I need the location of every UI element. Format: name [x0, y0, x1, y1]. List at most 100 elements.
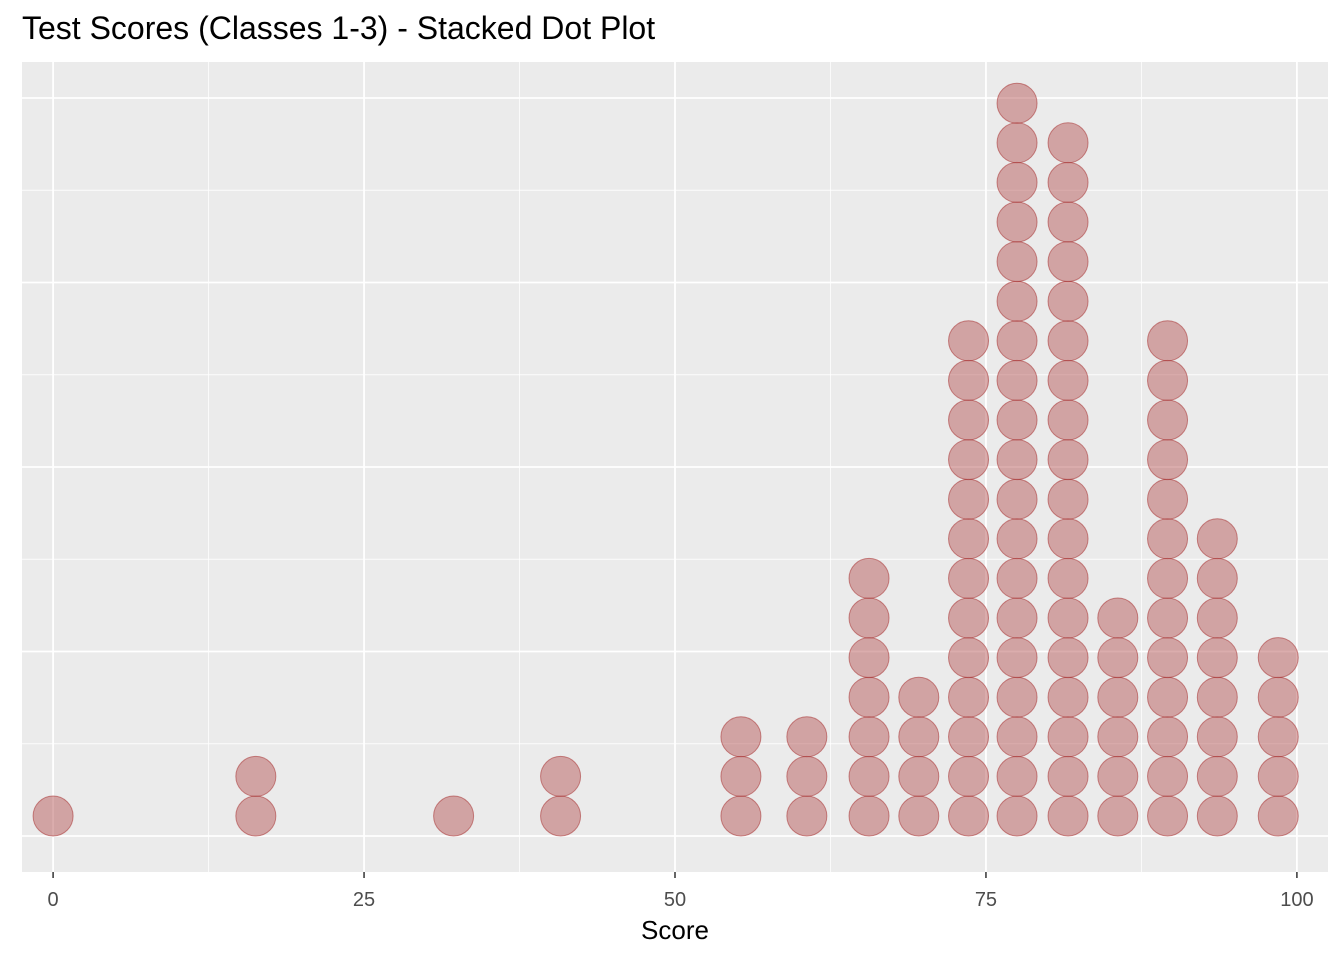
dot — [786, 795, 828, 837]
dot — [1047, 755, 1089, 797]
dot — [1147, 320, 1189, 362]
dot — [1147, 676, 1189, 718]
dot — [1196, 716, 1238, 758]
dot — [1047, 795, 1089, 837]
x-tick-label: 25 — [353, 889, 375, 911]
dot — [786, 716, 828, 758]
dot — [720, 716, 762, 758]
dot — [848, 637, 890, 679]
dot — [786, 755, 828, 797]
dot — [1047, 241, 1089, 283]
dot — [1147, 478, 1189, 520]
x-tick-label: 50 — [664, 889, 686, 911]
dot — [1257, 795, 1299, 837]
dot — [433, 795, 475, 837]
dot — [996, 716, 1038, 758]
dot — [948, 399, 990, 441]
dot-stacks — [32, 82, 1299, 837]
dot — [1147, 755, 1189, 797]
dot — [948, 518, 990, 560]
dot — [1047, 122, 1089, 164]
dot — [1047, 597, 1089, 639]
dot — [1047, 518, 1089, 560]
dot — [948, 557, 990, 599]
dot — [996, 478, 1038, 520]
dot — [1047, 557, 1089, 599]
dot — [996, 439, 1038, 481]
dot — [1196, 755, 1238, 797]
dot — [1196, 795, 1238, 837]
dot — [1147, 399, 1189, 441]
dot — [32, 795, 74, 837]
dot — [948, 439, 990, 481]
dot — [996, 201, 1038, 243]
x-axis-title: Score — [641, 915, 709, 945]
dot — [1047, 201, 1089, 243]
dot — [848, 755, 890, 797]
dot — [1147, 518, 1189, 560]
dot — [996, 359, 1038, 401]
x-tick-label: 0 — [48, 889, 59, 911]
x-tick-label: 100 — [1280, 889, 1313, 911]
dot — [1147, 597, 1189, 639]
dot — [848, 597, 890, 639]
dot — [996, 82, 1038, 124]
dot — [1196, 676, 1238, 718]
dot — [1147, 795, 1189, 837]
dot — [996, 755, 1038, 797]
dot — [235, 755, 277, 797]
dot — [948, 795, 990, 837]
dot — [898, 676, 940, 718]
x-tick-label: 75 — [975, 889, 997, 911]
dot — [720, 795, 762, 837]
dot — [948, 716, 990, 758]
dot — [1047, 161, 1089, 203]
dot — [996, 280, 1038, 322]
dot — [1047, 637, 1089, 679]
dot — [996, 518, 1038, 560]
x-axis-tick-labels: 0 25 50 75 100 — [48, 889, 1314, 911]
dot — [948, 478, 990, 520]
dot — [948, 320, 990, 362]
dot — [948, 676, 990, 718]
x-axis-ticks — [52, 872, 1298, 878]
dot — [1147, 637, 1189, 679]
dot — [1147, 557, 1189, 599]
dot — [1257, 637, 1299, 679]
dot — [848, 716, 890, 758]
dot — [1196, 637, 1238, 679]
dot — [1257, 716, 1299, 758]
dot — [898, 716, 940, 758]
dot — [898, 755, 940, 797]
dot — [996, 241, 1038, 283]
dot — [1047, 478, 1089, 520]
dot — [1097, 597, 1139, 639]
dot — [1047, 280, 1089, 322]
dot — [1196, 557, 1238, 599]
dot — [1147, 439, 1189, 481]
dot — [996, 795, 1038, 837]
dot — [1047, 439, 1089, 481]
dot — [948, 755, 990, 797]
dot — [1047, 399, 1089, 441]
dot — [1047, 320, 1089, 362]
dot — [996, 320, 1038, 362]
dot — [898, 795, 940, 837]
dot — [996, 557, 1038, 599]
chart-title: Test Scores (Classes 1-3) - Stacked Dot … — [22, 10, 656, 46]
dot — [948, 597, 990, 639]
dot — [1196, 597, 1238, 639]
dot — [1196, 518, 1238, 560]
dot — [1047, 676, 1089, 718]
dot — [996, 597, 1038, 639]
dot — [1147, 716, 1189, 758]
dot — [1097, 795, 1139, 837]
dot — [540, 755, 582, 797]
dot — [1097, 755, 1139, 797]
dot — [996, 122, 1038, 164]
dot — [235, 795, 277, 837]
dot — [996, 399, 1038, 441]
dot — [848, 795, 890, 837]
